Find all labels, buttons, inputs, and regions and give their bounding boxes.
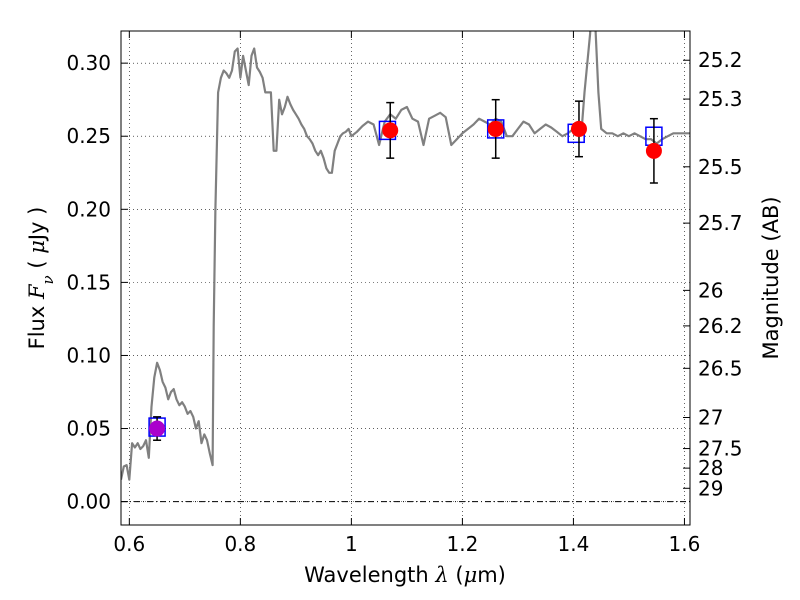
x-tick-label: 1.6 (669, 532, 701, 556)
x-tick-label: 0.6 (113, 532, 145, 556)
x-tick-label: 1.2 (446, 532, 478, 556)
mag-tick-label: 28 (698, 456, 723, 480)
plot-series (121, 31, 690, 481)
y-axis-title: Flux Fν ( μJy ) (25, 207, 57, 350)
mag-tick-label: 25.2 (698, 48, 743, 72)
mag-tick-label: 27 (698, 406, 723, 430)
axis-ticks: 0.6 0.8 1 1.2 1.4 1.6 0.00 0.05 0.10 0.15 0.20 0.25… (66, 31, 743, 556)
x-tick-label: 1 (345, 532, 358, 556)
y-tick-label: 0.30 (66, 51, 111, 75)
mag-tick-label: 26.2 (698, 314, 743, 338)
x-axis-title: Wavelength λ (μm) (304, 563, 506, 587)
x-tick-label: 1.4 (558, 532, 590, 556)
mag-tick-label: 25.5 (698, 155, 743, 179)
mag-tick-label: 26 (698, 278, 723, 302)
grid (121, 31, 690, 525)
y-tick-label: 0.05 (66, 417, 111, 441)
y-tick-label: 0.25 (66, 124, 111, 148)
y2-axis-title: Magnitude (AB) (759, 196, 783, 359)
mag-tick-label: 25.3 (698, 87, 743, 111)
y-tick-label: 0.00 (66, 490, 111, 514)
x-tick-label: 0.8 (224, 532, 256, 556)
mag-tick-label: 29 (698, 476, 723, 500)
observed-point (570, 120, 587, 137)
observed-point (149, 420, 166, 437)
y-tick-label: 0.10 (66, 343, 111, 367)
model-spectrum-line (121, 31, 690, 481)
y-tick-label: 0.20 (66, 197, 111, 221)
observed-point (487, 120, 504, 137)
mag-tick-label: 27.5 (698, 437, 743, 461)
mag-tick-label: 26.5 (698, 356, 743, 380)
mag-tick-label: 25.7 (698, 211, 743, 235)
observed-point (645, 142, 662, 159)
y-tick-label: 0.15 (66, 270, 111, 294)
plot-frame (120, 30, 691, 526)
observed-point (382, 122, 399, 139)
